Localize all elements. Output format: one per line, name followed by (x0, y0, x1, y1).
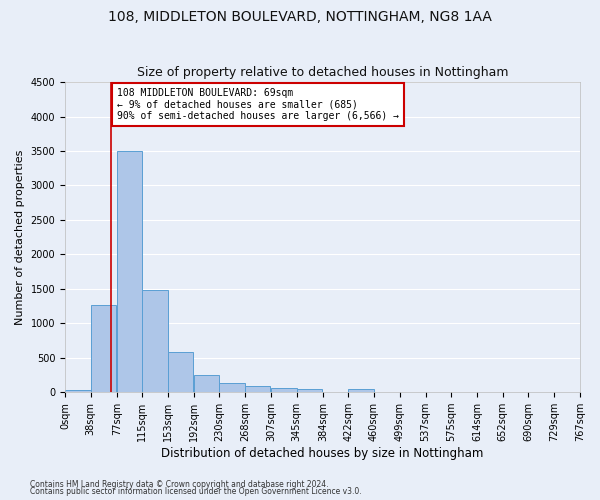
Text: 108, MIDDLETON BOULEVARD, NOTTINGHAM, NG8 1AA: 108, MIDDLETON BOULEVARD, NOTTINGHAM, NG… (108, 10, 492, 24)
Bar (194, 375, 220, 392)
Bar (296, 390, 322, 392)
Text: Contains public sector information licensed under the Open Government Licence v3: Contains public sector information licen… (30, 487, 362, 496)
Bar (142, 290, 168, 392)
Title: Size of property relative to detached houses in Nottingham: Size of property relative to detached ho… (137, 66, 508, 80)
Bar (220, 382, 245, 392)
Bar (91, 304, 116, 392)
Text: 108 MIDDLETON BOULEVARD: 69sqm
← 9% of detached houses are smaller (685)
90% of : 108 MIDDLETON BOULEVARD: 69sqm ← 9% of d… (117, 88, 399, 121)
Y-axis label: Number of detached properties: Number of detached properties (15, 150, 25, 325)
X-axis label: Distribution of detached houses by size in Nottingham: Distribution of detached houses by size … (161, 447, 484, 460)
Bar (349, 389, 374, 392)
Text: Contains HM Land Registry data © Crown copyright and database right 2024.: Contains HM Land Registry data © Crown c… (30, 480, 329, 489)
Bar (245, 386, 271, 392)
Bar (271, 388, 296, 392)
Bar (168, 352, 193, 392)
Bar (117, 151, 142, 392)
Bar (65, 390, 91, 392)
